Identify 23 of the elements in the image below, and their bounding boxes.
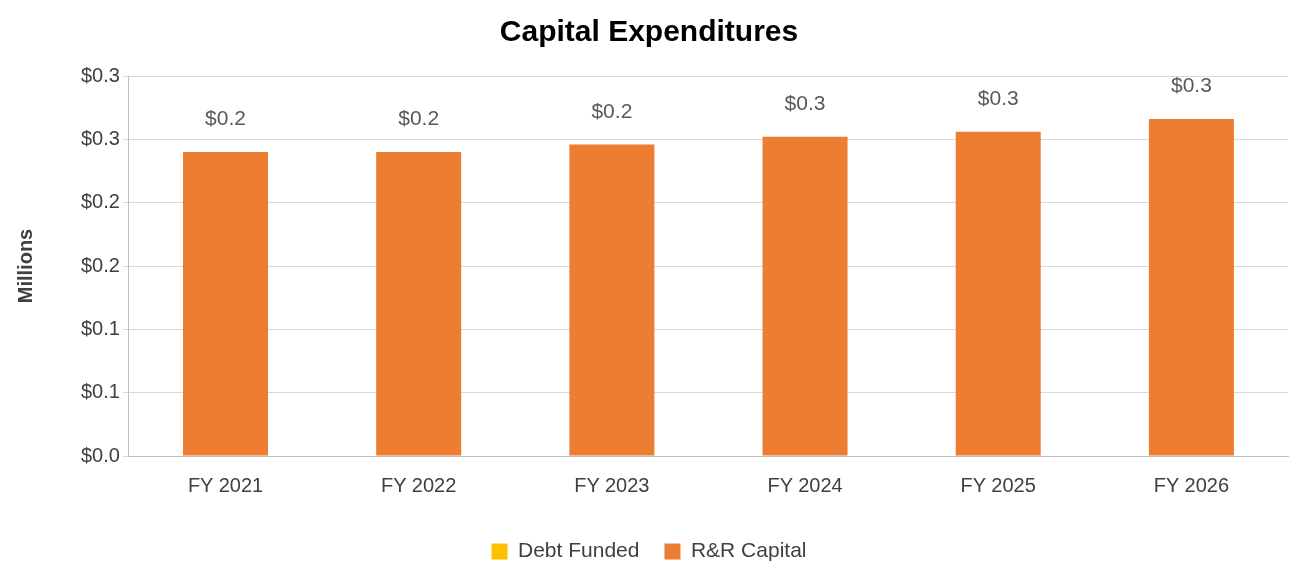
data-label: $0.2 <box>398 106 440 130</box>
legend-label: R&R Capital <box>690 538 807 562</box>
data-label: $0.3 <box>977 86 1019 110</box>
data-label: $0.3 <box>1170 73 1212 97</box>
x-tick-label: FY 2026 <box>1153 473 1230 496</box>
y-tick-label: $0.2 <box>80 190 120 213</box>
x-tick-label: FY 2025 <box>960 473 1036 496</box>
data-label: $0.2 <box>591 98 633 122</box>
data-label: $0.3 <box>784 91 826 115</box>
y-axis-title: Millions <box>13 228 36 304</box>
y-tick-label: $0.0 <box>80 443 120 466</box>
y-tick-label: $0.3 <box>80 126 120 149</box>
chart-title: Capital Expenditures <box>499 14 799 48</box>
x-tick-label: FY 2022 <box>381 473 457 496</box>
y-tick-label: $0.1 <box>80 316 120 339</box>
x-tick-label: FY 2024 <box>767 473 843 496</box>
y-tick-label: $0.2 <box>80 253 120 276</box>
x-tick-label: FY 2021 <box>187 473 264 496</box>
x-tick-label: FY 2023 <box>574 473 650 496</box>
y-tick-label: $0.3 <box>80 63 120 86</box>
y-tick-label: $0.1 <box>80 380 120 403</box>
data-label: $0.2 <box>205 106 246 130</box>
legend-label: Debt Funded <box>518 538 640 562</box>
